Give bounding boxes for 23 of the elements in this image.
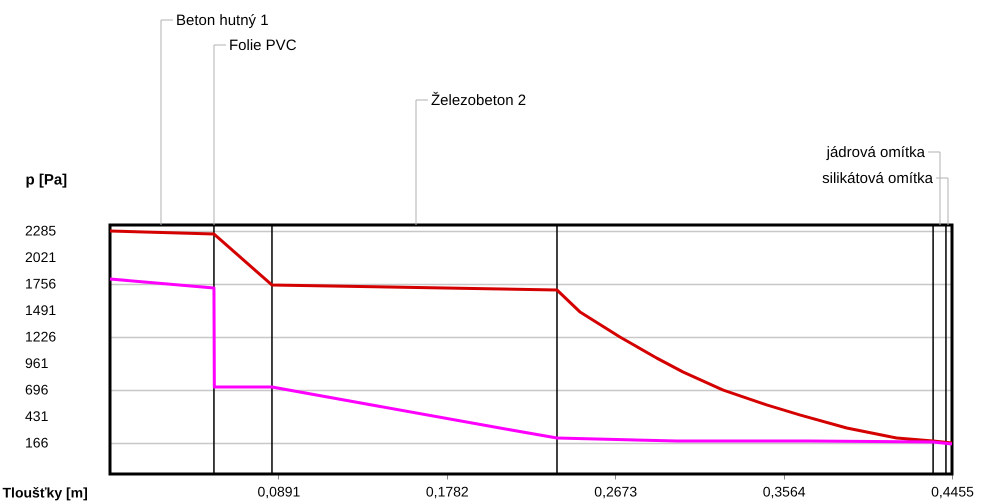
y-tick-label: 166 [25, 434, 49, 450]
text: Beton hutný 1 [176, 12, 269, 29]
y-tick-label: 431 [25, 408, 49, 424]
y-tick-label: 1226 [25, 328, 56, 344]
y-tick-label: 2285 [25, 222, 56, 238]
x-tick-label: 0,0891 [257, 484, 301, 500]
y-axis-title: p [Pa] [26, 172, 68, 188]
text: Železobeton 2 [431, 91, 526, 109]
y-tick-label: 961 [25, 354, 49, 371]
x-tick-label: 0,2673 [594, 484, 638, 500]
text: jádrová omítka [826, 144, 926, 161]
line-series [108, 278, 954, 446]
y-tick-label: 1756 [25, 275, 56, 292]
x-tick-label: 0,1782 [426, 484, 469, 500]
text: Folie PVC [229, 37, 297, 54]
y-tick-label: 1491 [25, 302, 56, 318]
y-tick-label: 696 [25, 381, 49, 398]
x-axis-title: Tloušťky [m] [2, 484, 88, 500]
x-tick-label: 0,4455 [931, 484, 974, 500]
y-tick-label: 2021 [25, 248, 56, 265]
text: silikátová omítka [822, 170, 934, 187]
line-series [108, 230, 954, 444]
x-tick-label: 0,3564 [762, 484, 806, 500]
